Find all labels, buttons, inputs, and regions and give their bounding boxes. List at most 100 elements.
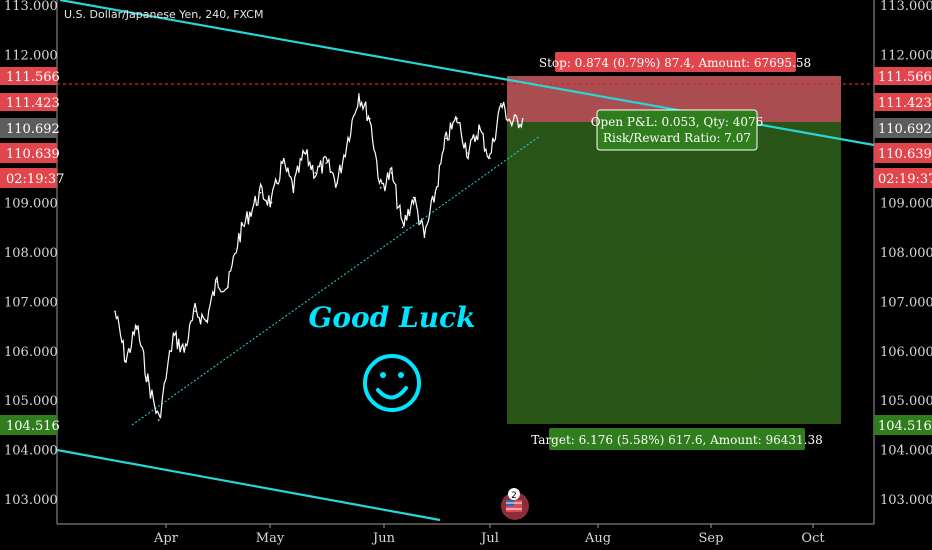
target-price-badge-left — [0, 415, 57, 435]
y-tick-label-left: 112.000 — [4, 48, 58, 63]
price-point — [227, 285, 229, 288]
pnl-annotation-line2: Risk/Reward Ratio: 7.07 — [603, 131, 751, 145]
y-tick-label-left: 109.000 — [4, 197, 58, 212]
y-tick-label-right: 105.000 — [880, 394, 932, 409]
price-point — [467, 152, 469, 154]
pnl-annotation-box — [596, 109, 758, 151]
price-point — [292, 186, 295, 189]
countdown-label-left: 02:19:37 — [6, 172, 64, 187]
support-trendline[interactable] — [131, 135, 541, 426]
price-point — [423, 236, 426, 238]
price-point — [314, 172, 317, 174]
target-zone[interactable] — [507, 122, 841, 424]
y-tick-label-left: 104.000 — [4, 444, 58, 459]
target-annotation-box — [549, 428, 805, 450]
y-tick-label-right: 108.000 — [880, 246, 932, 261]
price-point — [390, 172, 393, 174]
price-point — [216, 280, 218, 283]
y-tick-label-left: 105.000 — [4, 394, 58, 409]
stop-price-badge-right — [874, 67, 932, 85]
price-line — [114, 94, 524, 419]
target-price-label-left: 104.516 — [6, 419, 60, 434]
price-badges-left: 111.566 111.423 110.692 110.639 02:19:37… — [0, 67, 64, 435]
pnl-annotation-line1: Open P&L: 0.053, Qty: 4076 — [591, 115, 764, 129]
price-point — [500, 103, 502, 105]
price-point — [259, 191, 262, 194]
price-point — [379, 186, 382, 189]
price-point — [445, 137, 448, 140]
price-point — [478, 127, 480, 130]
current-price-label-left: 110.692 — [6, 122, 60, 137]
stop-annotation-text: Stop: 0.874 (0.79%) 87.4, Amount: 67695.… — [539, 56, 811, 70]
upper-channel-label-right: 111.423 — [878, 96, 932, 111]
price-point — [325, 162, 327, 164]
price-point — [114, 310, 116, 313]
upper-channel-badge-left — [0, 93, 57, 111]
price-point — [347, 137, 349, 140]
price-point — [205, 320, 207, 322]
price-point — [412, 196, 415, 199]
countdown-label-right: 02:19:37 — [878, 172, 932, 187]
price-point — [489, 157, 491, 159]
price-point — [511, 122, 513, 125]
x-tick-label: Sep — [699, 531, 724, 546]
price-point — [136, 325, 138, 327]
current-price-label-right: 110.692 — [878, 122, 932, 137]
price-badges-right: 111.566 111.423 110.692 110.639 02:19:37… — [874, 67, 932, 435]
y-tick-label-right: 103.000 — [880, 493, 932, 508]
price-point — [336, 182, 338, 184]
current-price-badge-left — [0, 118, 57, 138]
x-tick-label: Jul — [479, 531, 499, 546]
price-point — [172, 335, 175, 337]
entry-price-label-right: 110.639 — [878, 147, 932, 162]
y-tick-label-left: 106.000 — [4, 345, 58, 360]
x-tick-label: Jun — [371, 531, 396, 546]
price-point — [434, 191, 437, 194]
y-tick-label-left: 108.000 — [4, 246, 58, 261]
price-point — [238, 236, 240, 238]
y-tick-label-right: 106.000 — [880, 345, 932, 360]
price-point — [521, 117, 524, 120]
target-price-label-right: 104.516 — [878, 419, 932, 434]
price-point — [183, 350, 185, 352]
x-axis-ticks: Apr May Jun Jul Aug Sep Oct — [153, 524, 825, 546]
x-tick-label: Apr — [153, 531, 179, 546]
y-tick-label-right: 107.000 — [880, 295, 932, 310]
events-badge-icon[interactable]: 2 — [501, 488, 529, 520]
price-point — [147, 379, 149, 382]
smiley-face-icon — [363, 354, 421, 412]
entry-price-badge-right — [874, 143, 932, 163]
price-series — [114, 93, 524, 421]
x-tick-label: May — [256, 531, 285, 546]
price-point — [456, 117, 459, 120]
price-point — [248, 211, 251, 214]
target-price-badge-right — [874, 415, 932, 435]
y-axis-ticks: 113.000 113.000 112.000 112.000 109.000 109.0… — [4, 0, 932, 508]
price-point — [401, 226, 404, 229]
y-tick-label-right: 113.000 — [880, 0, 932, 14]
y-tick-label-right: 112.000 — [880, 48, 932, 63]
price-point — [125, 359, 127, 362]
good-luck-text: Good Luck — [308, 301, 475, 334]
countdown-badge-left — [0, 168, 57, 188]
y-tick-label-left: 103.000 — [4, 493, 58, 508]
stop-annotation-box — [555, 52, 796, 72]
x-tick-label: Oct — [801, 531, 825, 546]
price-point — [194, 310, 196, 313]
stop-price-label-left: 111.566 — [6, 70, 60, 85]
price-point — [270, 201, 273, 204]
stop-price-label-right: 111.566 — [878, 70, 932, 85]
countdown-badge-right — [874, 168, 932, 188]
price-point — [358, 93, 360, 95]
stop-price-badge-left — [0, 67, 57, 85]
events-badge-count: 2 — [511, 491, 517, 501]
y-tick-label-left: 113.000 — [4, 0, 58, 14]
price-point — [157, 419, 160, 421]
price-point — [369, 117, 371, 120]
target-annotation-text: Target: 6.176 (5.58%) 617.6, Amount: 964… — [531, 433, 823, 447]
x-tick-label: Aug — [584, 531, 611, 546]
upper-channel-label-left: 111.423 — [6, 96, 60, 111]
lower-channel-line[interactable] — [56, 448, 441, 522]
current-price-badge-right — [874, 118, 932, 138]
